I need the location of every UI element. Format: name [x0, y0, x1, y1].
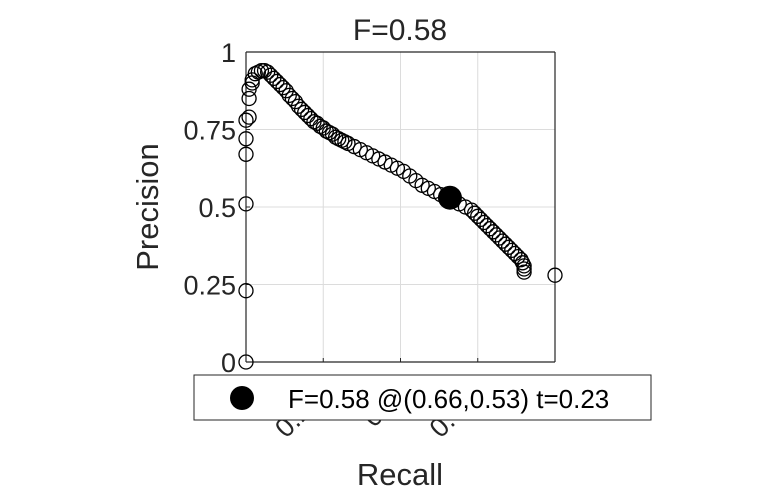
pr-point-16 — [263, 67, 279, 83]
pr-point-63 — [470, 208, 486, 224]
y-tick-label-1: 0.25 — [183, 271, 236, 301]
pr-point-72 — [497, 236, 514, 252]
pr-point-73 — [500, 239, 517, 255]
pr-point-69 — [488, 227, 504, 243]
pr-point-18 — [269, 73, 285, 90]
pr-point-40 — [337, 134, 353, 150]
pr-point-65 — [476, 214, 492, 231]
pr-point-79 — [516, 258, 532, 274]
pr-point-70 — [491, 230, 508, 246]
pr-point-0 — [238, 354, 254, 370]
pr-point-66 — [479, 217, 495, 234]
y-tick-label-3: 0.75 — [183, 116, 236, 146]
pr-point-67 — [482, 221, 498, 237]
pr-point-62 — [467, 205, 483, 221]
legend: F=0.58 @(0.66,0.53) t=0.23 — [193, 374, 652, 421]
pr-point-19 — [272, 76, 288, 93]
pr-point-75 — [507, 245, 523, 262]
pr-point-1 — [238, 283, 254, 299]
pr-point-68 — [485, 224, 501, 240]
pr-point-28 — [300, 107, 316, 124]
y-tick-label-4: 1 — [221, 38, 236, 68]
y-tick-labels: 0 0.25 0.5 0.75 1 — [183, 38, 236, 378]
pr-point-6 — [241, 109, 257, 125]
pr-point-3 — [238, 146, 254, 162]
pr-point-15 — [259, 64, 276, 80]
pr-point-64 — [473, 211, 489, 228]
pr-point-17 — [266, 70, 282, 86]
pr-point-23 — [284, 90, 301, 107]
y-tick-label-0: 0 — [221, 348, 236, 378]
y-tick-label-2: 0.5 — [198, 193, 236, 223]
best-point-layer — [437, 185, 462, 210]
pr-point-61 — [463, 202, 480, 218]
pr-point-27 — [297, 104, 313, 121]
pr-point-25 — [290, 98, 307, 114]
pr-point-13 — [253, 62, 270, 79]
pr-point-4 — [238, 131, 254, 147]
pr-point-74 — [504, 242, 520, 259]
pr-point-22 — [281, 87, 297, 104]
x-axis-label: Recall — [357, 457, 443, 492]
pr-point-78 — [514, 255, 531, 271]
legend-box — [193, 374, 652, 421]
pr-point-5 — [238, 112, 254, 128]
chart-title: F=0.58 — [353, 14, 447, 47]
pr-point-26 — [293, 101, 310, 117]
pr-point-24 — [287, 93, 304, 110]
legend-marker — [230, 386, 254, 410]
y-axis-label: Precision — [130, 143, 165, 271]
pr-point-82 — [547, 267, 563, 283]
pr-point-81 — [516, 264, 532, 280]
pr-point-12 — [250, 64, 267, 80]
pr-point-80 — [516, 261, 532, 277]
legend-label: F=0.58 @(0.66,0.53) t=0.23 — [288, 384, 609, 414]
pr-point-20 — [275, 80, 291, 96]
pr-point-21 — [278, 83, 294, 99]
pr-point-7 — [241, 90, 257, 107]
pr-point-2 — [238, 196, 254, 212]
best-f-point — [437, 185, 462, 210]
pr-point-71 — [494, 233, 511, 249]
